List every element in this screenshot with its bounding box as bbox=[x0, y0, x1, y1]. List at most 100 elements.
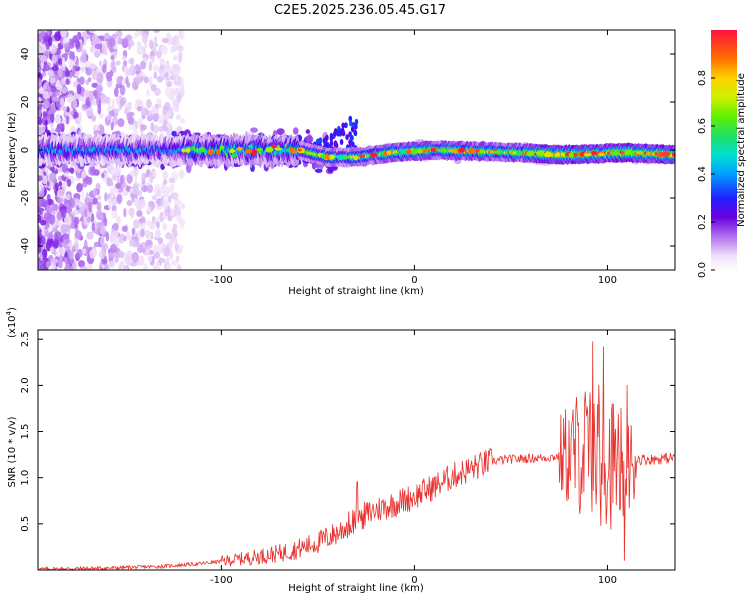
spectrogram-cell bbox=[139, 60, 146, 70]
spectrogram-hotspot bbox=[544, 151, 553, 158]
spectrogram-cell bbox=[60, 30, 68, 38]
spectrogram-cell bbox=[133, 198, 138, 207]
spectrogram-cell bbox=[67, 38, 75, 50]
snr-background bbox=[38, 330, 675, 570]
spectrogram-cell bbox=[76, 83, 82, 95]
spectrogram-hotspot bbox=[527, 150, 535, 157]
spectrogram-cell bbox=[176, 264, 182, 270]
spectrogram-cell bbox=[38, 213, 42, 224]
spectrogram-cell bbox=[159, 58, 166, 66]
spectrogram-hotspot bbox=[399, 149, 405, 154]
spectrogram-cell bbox=[146, 184, 154, 194]
spectrogram-cell bbox=[140, 124, 147, 131]
spectrogram-cell bbox=[168, 177, 175, 184]
spectrogram-hotspot bbox=[611, 151, 620, 155]
spectrogram-cell bbox=[116, 193, 123, 205]
spectrogram-cell bbox=[89, 249, 97, 259]
snr-x-tick-label: 0 bbox=[411, 575, 417, 586]
spectrogram-y-tick-label: 20 bbox=[20, 96, 31, 109]
spectrogram-hotspot bbox=[181, 148, 186, 153]
spectrogram-cell bbox=[333, 130, 337, 137]
spectrogram-cell bbox=[124, 255, 132, 266]
spectrogram-cell bbox=[107, 252, 115, 259]
spectrogram-cell bbox=[38, 43, 41, 54]
spectrogram-cell bbox=[113, 107, 120, 114]
spectrogram-cell bbox=[116, 215, 121, 225]
spectrogram-cell bbox=[40, 61, 45, 69]
spectrogram-cell bbox=[183, 129, 191, 138]
spectrogram-cell bbox=[38, 103, 42, 112]
spectrogram-hotspot bbox=[598, 152, 605, 157]
spectrogram-cell bbox=[170, 185, 175, 194]
spectrogram-cell bbox=[42, 90, 49, 100]
spectrogram-cell bbox=[62, 239, 68, 249]
spectrogram-cell bbox=[146, 98, 152, 109]
snr-x-ticks: -100 0 100 bbox=[210, 330, 617, 586]
spectrogram-cell bbox=[69, 167, 75, 174]
spectrogram-cell bbox=[106, 76, 113, 82]
snr-x-tick-label: -100 bbox=[210, 575, 233, 586]
spectrogram-hotspot bbox=[305, 151, 314, 155]
spectrogram-cell bbox=[108, 110, 115, 117]
spectrogram-cell bbox=[109, 187, 115, 198]
chart-title: C2E5.2025.236.05.45.G17 bbox=[274, 3, 446, 18]
spectrogram-cell bbox=[354, 118, 359, 125]
spectrogram-cell bbox=[41, 175, 48, 185]
spectrogram-hotspot bbox=[410, 148, 418, 155]
spectrogram-cell bbox=[123, 208, 127, 218]
spectrogram-cell bbox=[50, 113, 55, 124]
spectrogram-hotspot bbox=[489, 150, 494, 154]
spectrogram-cell bbox=[43, 98, 49, 110]
spectrogram-cell bbox=[162, 109, 168, 116]
spectrogram-hotspot bbox=[635, 150, 642, 155]
spectrogram-hotspot bbox=[248, 144, 253, 149]
spectrogram-cell bbox=[134, 120, 139, 130]
spectrogram-cell bbox=[38, 32, 43, 43]
spectrogram-cell bbox=[164, 71, 169, 78]
spectrogram-cell bbox=[318, 137, 323, 144]
spectrogram-cell bbox=[111, 200, 116, 207]
spectrogram-cell bbox=[145, 108, 149, 116]
snr-frame bbox=[37, 329, 676, 571]
spectrogram-cell bbox=[111, 65, 117, 74]
spectrogram-cell bbox=[82, 181, 88, 188]
spectrogram-cell bbox=[155, 262, 161, 270]
spectrogram-cell bbox=[128, 66, 133, 76]
spectrogram-cell bbox=[44, 119, 48, 127]
spectrogram-cell bbox=[49, 85, 57, 93]
spectrogram-cell bbox=[75, 59, 79, 68]
spectrogram-cell bbox=[40, 219, 47, 226]
spectrogram-cell bbox=[40, 235, 46, 245]
spectrogram-hotspot bbox=[256, 147, 263, 152]
spectrogram-cell bbox=[114, 87, 119, 98]
spectrogram-cell bbox=[164, 246, 171, 258]
spectrogram-cell bbox=[176, 45, 184, 52]
spectrogram-cell bbox=[96, 96, 100, 106]
spectrogram-cell bbox=[156, 97, 161, 105]
spectrogram-cell bbox=[49, 77, 56, 84]
spectrogram-cell bbox=[98, 212, 104, 221]
spectrogram-cell bbox=[174, 242, 179, 252]
spectrogram-cell bbox=[51, 103, 56, 112]
spectrogram-cell bbox=[176, 92, 182, 103]
spectrogram-cell bbox=[66, 178, 72, 188]
spectrogram-cell bbox=[65, 78, 70, 85]
spectrogram-cell bbox=[150, 84, 157, 92]
spectrogram-cell bbox=[92, 197, 98, 205]
spectrogram-cell bbox=[60, 86, 68, 94]
spectrogram-cell bbox=[138, 198, 146, 209]
spectrogram-cell bbox=[131, 251, 139, 263]
colorbar-tick-label: 0.4 bbox=[697, 166, 708, 182]
spectrogram-y-label: Frequency (Hz) bbox=[7, 112, 18, 188]
spectrogram-cell bbox=[175, 199, 182, 205]
spectrogram-cell bbox=[78, 260, 86, 268]
spectrogram-cell bbox=[62, 37, 70, 45]
spectrogram-cell bbox=[168, 251, 174, 260]
spectrogram-cell bbox=[75, 39, 81, 50]
spectrogram-cell bbox=[60, 77, 67, 85]
spectrogram-cell bbox=[113, 112, 118, 119]
spectrogram-cell bbox=[169, 208, 175, 217]
spectrogram-cell bbox=[115, 182, 122, 189]
snr-y-label: SNR (10 * v/v) bbox=[7, 416, 18, 487]
